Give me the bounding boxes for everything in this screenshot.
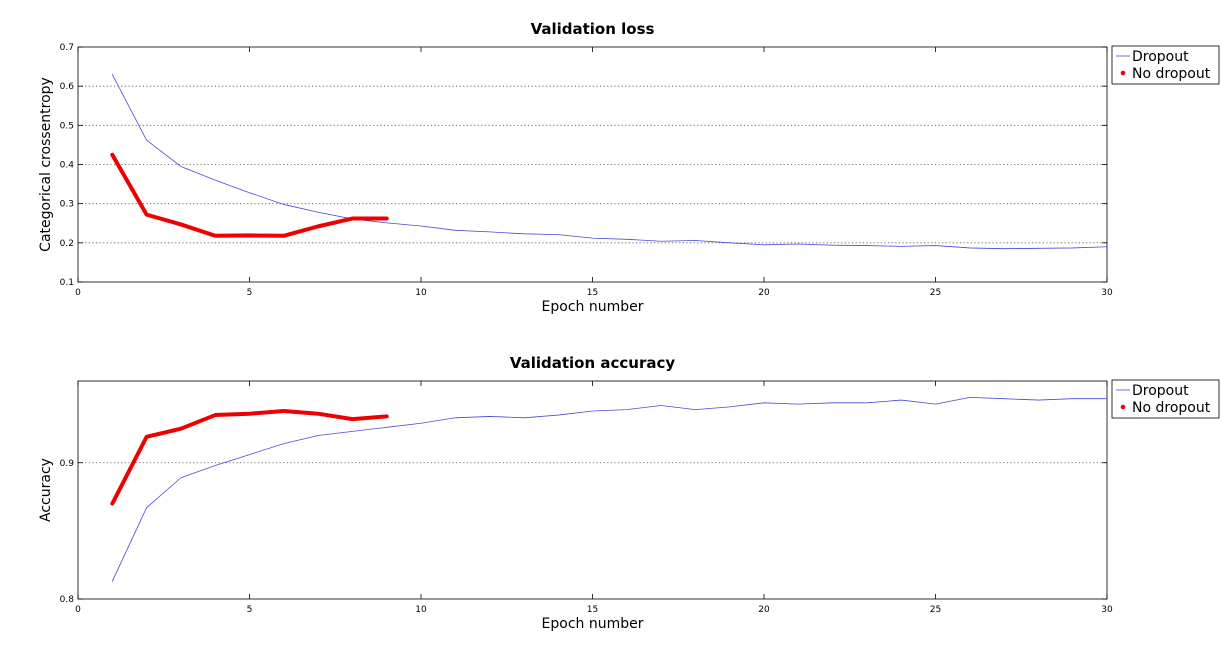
chart-2: 0.8 0.9 0 5 10 15 20 25 30 Validation accuracy Epo… <box>38 354 1220 632</box>
x-tick-label: 25 <box>930 605 941 615</box>
x-tick-label: 30 <box>1101 288 1113 298</box>
x-tick-label: 30 <box>1101 605 1113 615</box>
x-tick-label: 15 <box>587 605 598 615</box>
y-axis-label: Categorical crossentropy <box>38 77 54 252</box>
chart-title: Validation loss <box>531 20 655 38</box>
x-tick-label: 0 <box>75 288 81 298</box>
series-line-no-dropout <box>110 152 389 238</box>
x-tick-label: 0 <box>75 605 81 615</box>
legend-label-no-dropout: No dropout <box>1132 400 1211 416</box>
y-tick-label: 0.5 <box>60 121 74 131</box>
x-tick-label: 25 <box>930 288 941 298</box>
x-tick-label: 20 <box>758 288 770 298</box>
y-tick-label: 0.6 <box>60 82 75 92</box>
y-tick-label: 0.7 <box>60 43 74 53</box>
y-tick-label: 0.3 <box>60 200 74 210</box>
y-tick-label: 0.8 <box>60 595 75 605</box>
legend-label-no-dropout: No dropout <box>1132 66 1211 82</box>
series-line-dropout <box>111 396 1108 582</box>
legend-label-dropout: Dropout <box>1132 49 1189 65</box>
y-axis-label: Accuracy <box>38 458 54 522</box>
series-line-dropout <box>111 74 1108 250</box>
legend-marker-no-dropout <box>1120 404 1126 410</box>
y-tick-label: 0.4 <box>60 161 75 171</box>
legend-box <box>1111 379 1220 419</box>
x-tick-label: 10 <box>415 605 427 615</box>
x-tick-label: 5 <box>247 605 253 615</box>
x-axis-label: Epoch number <box>542 299 644 315</box>
x-tick-label: 20 <box>758 605 770 615</box>
x-tick-label: 5 <box>247 288 253 298</box>
legend-box <box>1111 45 1220 85</box>
x-tick-label: 15 <box>587 288 598 298</box>
legend-label-dropout: Dropout <box>1132 383 1189 399</box>
chart-title: Validation accuracy <box>510 354 676 372</box>
y-tick-label: 0.1 <box>60 278 74 288</box>
chart-1: 0.1 0.2 0.3 0.4 0.5 0.6 0.7 0 5 10 15 20 25 30 Validat… <box>38 20 1220 315</box>
plot-area <box>77 380 1108 600</box>
x-tick-label: 10 <box>415 288 427 298</box>
legend-marker-no-dropout <box>1120 70 1126 76</box>
x-axis-label: Epoch number <box>542 616 644 632</box>
y-tick-label: 0.2 <box>60 239 74 249</box>
y-tick-label: 0.9 <box>60 459 75 469</box>
series-line-no-dropout <box>110 408 389 506</box>
